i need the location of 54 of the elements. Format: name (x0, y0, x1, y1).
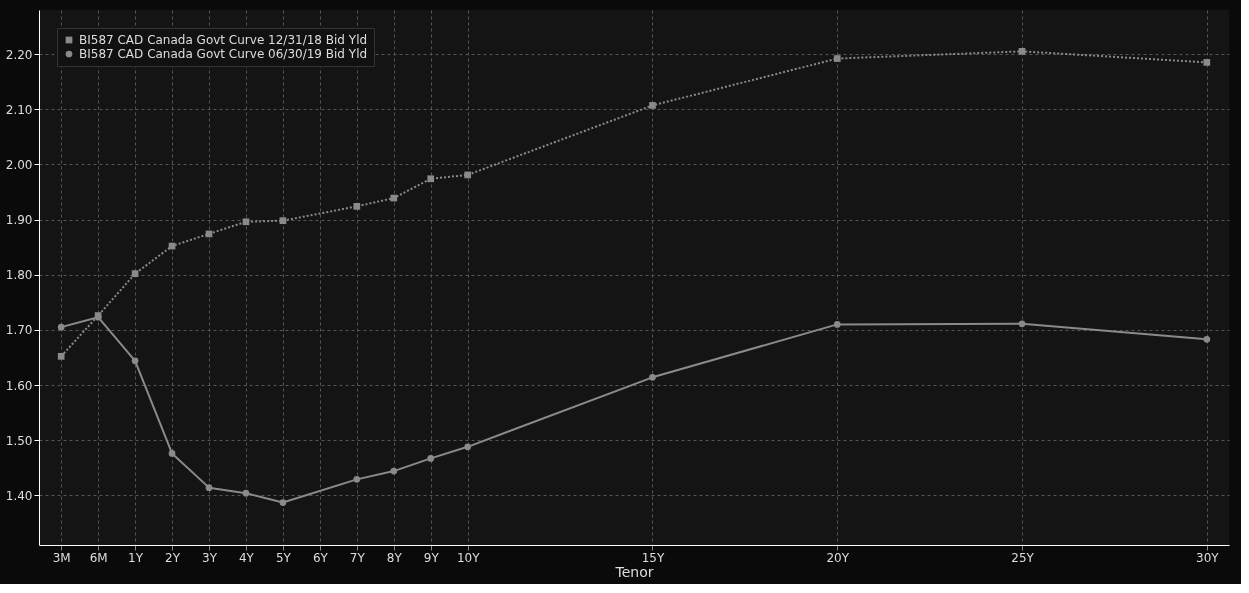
x-tick-label: 20Y (826, 550, 850, 565)
y-tick-label: 1.90 (5, 213, 33, 228)
legend-label: BI587 CAD Canada Govt Curve 06/30/19 Bid Yld (79, 47, 368, 61)
x-tick-label: 25Y (1011, 550, 1035, 565)
x-tick-label: 3Y (202, 550, 218, 565)
point (57, 323, 65, 331)
x-axis-title: Tenor (614, 563, 654, 580)
point (242, 489, 250, 497)
point (464, 443, 472, 451)
x-tick-label: 30Y (1196, 550, 1220, 565)
y-tick-label: 2.00 (5, 157, 33, 172)
point (390, 194, 398, 202)
point (427, 175, 435, 183)
x-tick-label: 6Y (312, 550, 329, 565)
x-tick-label: 6M (89, 550, 108, 565)
point (353, 203, 361, 210)
point (1018, 320, 1026, 328)
y-tick-label: 1.60 (5, 378, 33, 393)
point (649, 102, 656, 109)
point (1203, 335, 1211, 343)
point (279, 217, 287, 225)
point (1203, 59, 1211, 66)
y-tick-label: 1.50 (5, 433, 33, 448)
x-tick-label: 1Y (128, 550, 144, 565)
y-tick-label: 1.70 (5, 323, 33, 338)
y-tick-label: 2.20 (5, 47, 33, 62)
point (279, 499, 287, 506)
x-tick-label: 15Y (641, 550, 665, 565)
x-tick-label: 2Y (165, 550, 181, 565)
y-tick-label: 1.40 (5, 488, 33, 503)
point (131, 357, 139, 365)
point (353, 476, 361, 483)
x-tick-label: 3M (52, 550, 71, 565)
point (649, 373, 656, 381)
x-tick-label: 5Y (275, 550, 292, 565)
point (57, 353, 65, 360)
x-tick-label: 9Y (423, 550, 440, 565)
x-tick-label: 4Y (238, 550, 255, 565)
point (464, 171, 472, 179)
point (168, 450, 176, 457)
legend-label: BI587 CAD Canada Govt Curve 12/31/18 Bid Yld (79, 33, 368, 47)
point (242, 218, 250, 226)
point (390, 467, 398, 475)
x-tick-label: 10Y (456, 550, 481, 565)
x-tick-label: 8Y (386, 550, 403, 565)
point (833, 321, 841, 328)
point (1018, 48, 1026, 55)
y-tick-label: 1.80 (5, 268, 33, 283)
point (427, 455, 435, 462)
point (833, 55, 841, 62)
point (205, 484, 213, 491)
x-tick-label: 7Y (349, 550, 366, 565)
point (131, 270, 139, 277)
y-tick-label: 2.10 (5, 102, 33, 117)
